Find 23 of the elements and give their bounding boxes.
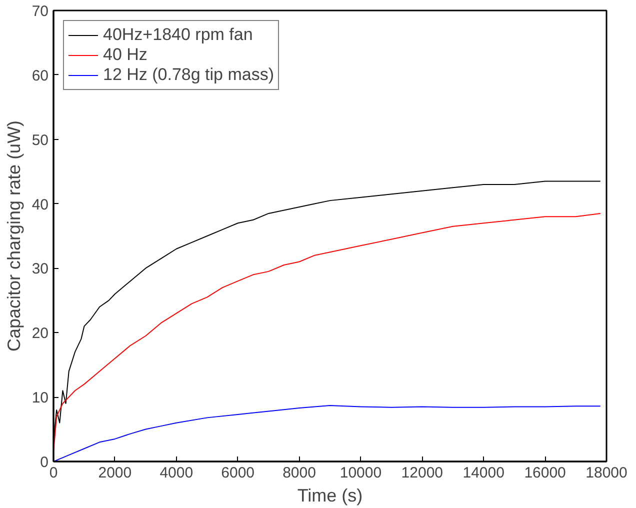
legend-label: 12 Hz (0.78g tip mass)	[103, 65, 274, 85]
y-tick-label: 40	[32, 196, 49, 214]
x-tick-label: 8000	[282, 464, 316, 482]
y-tick-label: 50	[32, 132, 49, 149]
line-series	[54, 404, 601, 462]
y-axis-title: Capacitor charging rate (uW)	[4, 120, 24, 352]
y-tick-label: 0	[40, 454, 48, 471]
x-tick-label: 18000	[586, 464, 628, 482]
legend-label: 40 Hz	[103, 45, 148, 65]
x-tick-label: 14000	[462, 464, 504, 482]
x-axis-title: Time (s)	[297, 486, 363, 506]
x-tick-label: 2000	[98, 464, 132, 482]
x-tick-label: 12000	[401, 464, 444, 482]
x-tick-label: 10000	[340, 464, 382, 482]
y-tick-label: 20	[32, 325, 49, 342]
x-tick-label: 6000	[221, 464, 255, 482]
y-tick-label: 60	[32, 67, 49, 84]
y-tick-label: 30	[32, 260, 49, 278]
legend-label: 40Hz+1840 rpm fan	[103, 25, 253, 45]
x-tick-label: 16000	[524, 464, 566, 482]
y-tick-label: 70	[32, 3, 49, 20]
x-tick-label: 4000	[160, 464, 194, 482]
y-tick-label: 10	[32, 390, 49, 407]
